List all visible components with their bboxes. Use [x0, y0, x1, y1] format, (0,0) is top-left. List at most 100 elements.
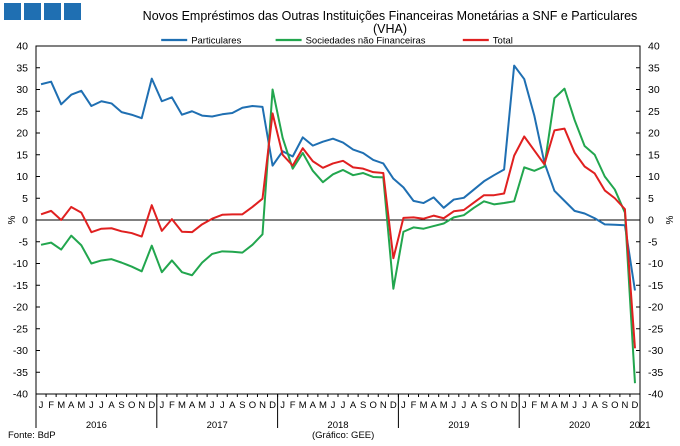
x-month-label: D	[390, 400, 397, 411]
x-month-label: N	[138, 400, 145, 411]
x-month-label: J	[522, 400, 527, 411]
x-month-label: N	[380, 400, 387, 411]
x-month-label: A	[310, 400, 317, 411]
y-tick-label-left: 15	[16, 149, 28, 161]
y-tick-label-right: -25	[648, 323, 663, 335]
x-month-label: M	[319, 400, 327, 411]
x-month-label: O	[370, 400, 377, 411]
x-month-label: O	[249, 400, 256, 411]
y-tick-label-left: -30	[13, 345, 28, 357]
y-tick-label-left: -25	[13, 323, 28, 335]
chart-title: Novos Empréstimos das Outras Instituiçõe…	[142, 9, 638, 23]
y-tick-label-left: -15	[13, 280, 28, 292]
y-axis-label-right: %	[665, 215, 676, 224]
x-month-label: D	[148, 400, 155, 411]
y-tick-label-left: 25	[16, 106, 28, 118]
x-month-label: S	[602, 400, 608, 411]
y-tick-label-right: 15	[648, 149, 660, 161]
x-month-label: N	[621, 400, 628, 411]
y-tick-label-left: 40	[16, 41, 28, 53]
y-tick-label-right: -35	[648, 367, 663, 379]
logo-block	[24, 3, 41, 20]
credit-note: (Gráfico: GEE)	[312, 430, 375, 441]
x-month-label: J	[99, 400, 104, 411]
y-tick-label-left: 5	[22, 193, 28, 205]
x-month-label: M	[561, 400, 569, 411]
series-line	[40, 64, 636, 291]
x-month-label: A	[551, 400, 558, 411]
x-month-label: J	[39, 400, 44, 411]
y-tick-label-left: -20	[13, 302, 28, 314]
x-month-label: A	[189, 400, 196, 411]
x-month-label: A	[471, 400, 478, 411]
y-tick-label-left: 30	[16, 84, 28, 96]
x-month-label: M	[420, 400, 428, 411]
year-label: 2017	[207, 420, 228, 431]
x-month-label: A	[68, 400, 75, 411]
y-tick-label-left: 10	[16, 171, 28, 183]
y-tick-label-right: -40	[648, 389, 663, 401]
y-tick-label-left: -5	[19, 236, 28, 248]
x-month-label: J	[210, 400, 215, 411]
y-axis-label-left: %	[7, 215, 18, 224]
series-line	[40, 87, 636, 384]
x-month-label: N	[501, 400, 508, 411]
y-tick-label-right: 20	[648, 128, 660, 140]
x-month-label: J	[159, 400, 164, 411]
x-month-label: M	[440, 400, 448, 411]
x-month-label: S	[118, 400, 124, 411]
y-tick-label-right: -5	[648, 236, 657, 248]
x-month-label: J	[331, 400, 336, 411]
x-month-label: J	[280, 400, 285, 411]
x-month-label: F	[290, 400, 296, 411]
x-month-label: D	[511, 400, 518, 411]
source-note: Fonte: BdP	[8, 430, 56, 441]
y-tick-label-left: 35	[16, 62, 28, 74]
x-month-label: A	[592, 400, 599, 411]
y-tick-label-right: -15	[648, 280, 663, 292]
year-label: 2016	[86, 420, 107, 431]
x-month-label: M	[77, 400, 85, 411]
y-tick-label-right: -30	[648, 345, 663, 357]
x-month-label: J	[451, 400, 456, 411]
x-month-label: M	[540, 400, 548, 411]
x-month-label: S	[239, 400, 245, 411]
y-tick-label-right: 35	[648, 62, 660, 74]
x-month-label: F	[531, 400, 537, 411]
logo	[4, 3, 81, 20]
y-tick-label-right: 5	[648, 193, 654, 205]
x-month-label: N	[259, 400, 266, 411]
year-label: 2020	[569, 420, 590, 431]
x-month-label: D	[632, 400, 639, 411]
x-month-label: O	[490, 400, 497, 411]
x-month-label: F	[169, 400, 175, 411]
y-tick-label-right: 25	[648, 106, 660, 118]
x-month-label: J	[341, 400, 346, 411]
year-label: 2018	[327, 420, 348, 431]
y-tick-label-left: -10	[13, 258, 28, 270]
x-month-label: S	[481, 400, 487, 411]
x-month-label: A	[229, 400, 236, 411]
x-month-label: F	[48, 400, 54, 411]
series-line	[40, 112, 636, 349]
x-month-label: A	[350, 400, 357, 411]
y-tick-label-right: -10	[648, 258, 663, 270]
y-tick-label-right: 10	[648, 171, 660, 183]
legend-label: Particulares	[191, 36, 241, 47]
x-month-label: M	[198, 400, 206, 411]
x-month-label: M	[57, 400, 65, 411]
logo-block	[64, 3, 81, 20]
x-month-label: D	[269, 400, 276, 411]
x-month-label: J	[401, 400, 406, 411]
y-tick-label-right: 30	[648, 84, 660, 96]
x-month-label: A	[108, 400, 115, 411]
y-tick-label-right: 0	[648, 215, 654, 227]
x-month-label: S	[360, 400, 366, 411]
y-tick-label-left: -35	[13, 367, 28, 379]
chart-title-unit: (VHA)	[372, 22, 408, 36]
x-month-label: O	[611, 400, 618, 411]
x-month-label: J	[89, 400, 94, 411]
x-month-label: F	[411, 400, 417, 411]
x-month-label: J	[461, 400, 466, 411]
logo-block	[44, 3, 61, 20]
